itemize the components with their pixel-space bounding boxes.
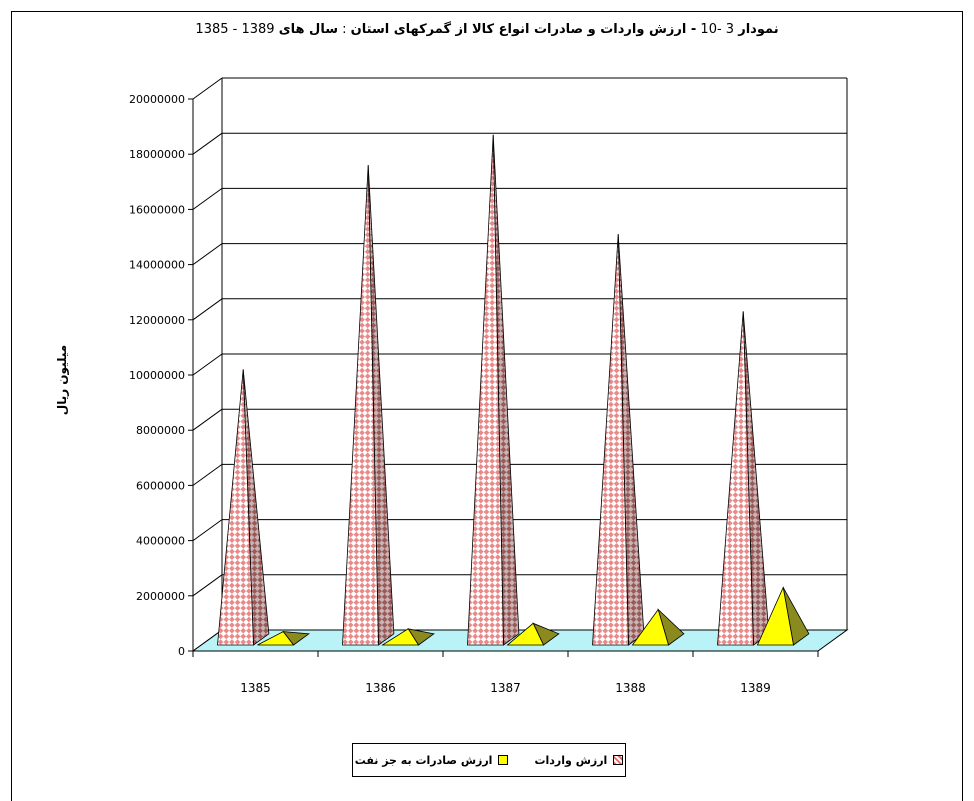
y-tick-label: 16000000	[129, 203, 185, 216]
title-years-label: سال های	[278, 22, 338, 37]
legend-item-exports: ارزش صادرات به جز نفت	[355, 754, 509, 767]
x-tick-label: 1387	[490, 681, 521, 695]
chart-title: نمودار 3 -10 - ارزش واردات و صادرات انوا…	[0, 22, 974, 37]
bar-exports	[257, 631, 295, 646]
x-tick-label: 1388	[615, 681, 646, 695]
y-tick-label: 20000000	[129, 93, 185, 106]
y-tick-label: 8000000	[136, 424, 185, 437]
grid-diagonal	[192, 353, 223, 376]
legend-item-imports: ارزش واردات	[534, 753, 624, 767]
grid-diagonal	[192, 519, 223, 542]
grid-diagonal	[192, 243, 223, 266]
grid-diagonal	[192, 187, 223, 210]
bar-imports	[717, 311, 754, 646]
bar-imports	[467, 134, 504, 646]
bar-exports	[756, 586, 794, 646]
y-tick-label: 10000000	[129, 369, 185, 382]
title-main: - ارزش واردات و صادرات انواع کالا از گمر…	[350, 22, 697, 37]
x-tick-label: 1389	[740, 681, 771, 695]
bar-exports	[506, 622, 545, 646]
grid-diagonal	[192, 77, 223, 100]
bar-imports	[592, 234, 629, 646]
grid-diagonal	[192, 574, 223, 597]
y-tick-label: 0	[178, 645, 185, 658]
grid-diagonal	[192, 132, 223, 155]
bar-imports	[342, 165, 379, 646]
y-tick-label: 2000000	[136, 590, 185, 603]
legend-swatch-imports	[613, 755, 624, 765]
x-tick-label: 1385	[240, 681, 271, 695]
y-tick-label: 6000000	[136, 479, 185, 492]
y-tick-label: 14000000	[129, 259, 185, 272]
bar-exports	[631, 608, 670, 646]
y-tick-label: 4000000	[136, 535, 185, 548]
title-prefix: نمودار	[738, 22, 779, 37]
grid-diagonal	[192, 408, 223, 431]
title-number: 3 -10	[700, 22, 735, 37]
x-tick-label: 1386	[365, 681, 396, 695]
grid-diagonal	[192, 463, 223, 486]
title-years: 1389 - 1385	[195, 22, 275, 37]
y-tick-label: 12000000	[129, 314, 185, 327]
bar-exports	[381, 628, 420, 646]
title-sep: :	[338, 22, 347, 37]
grid-diagonal	[192, 298, 223, 321]
bar-imports	[217, 369, 254, 646]
legend-label-imports: ارزش واردات	[534, 753, 608, 767]
y-tick-label: 18000000	[129, 148, 185, 161]
legend-swatch-exports	[498, 755, 509, 765]
legend: ارزش واردات ارزش صادرات به جز نفت	[352, 743, 626, 777]
legend-label-exports: ارزش صادرات به جز نفت	[354, 753, 493, 767]
